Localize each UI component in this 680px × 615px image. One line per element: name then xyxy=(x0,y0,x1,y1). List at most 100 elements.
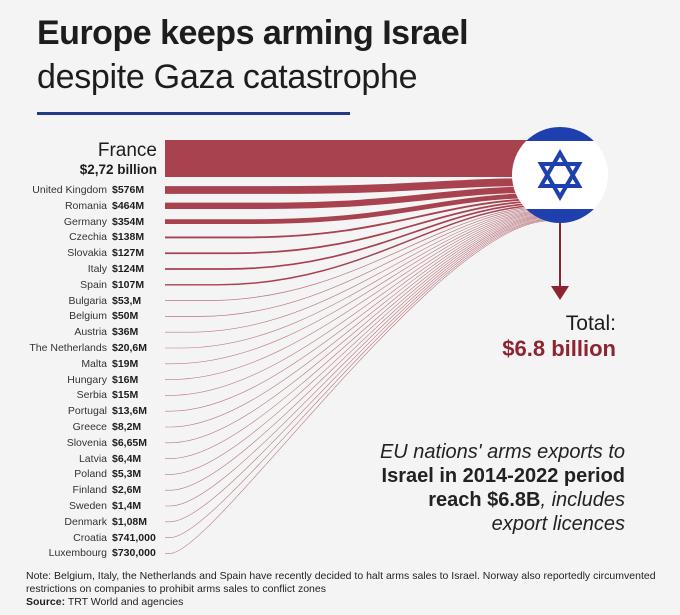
country-name: The Netherlands xyxy=(29,342,107,354)
flow-denmark xyxy=(165,218,551,523)
country-row: Poland $5,3M xyxy=(0,467,162,481)
description-bold: reach $6.8B xyxy=(428,489,541,511)
country-row: Czechia $138M xyxy=(0,230,162,244)
country-row: Serbia $15M xyxy=(0,388,162,402)
country-row: Latvia $6,4M xyxy=(0,452,162,466)
country-name: Serbia xyxy=(76,389,107,402)
country-value: $107M xyxy=(112,278,145,291)
flow-germany xyxy=(165,192,551,225)
title-underline xyxy=(37,112,350,115)
country-row: Bulgaria $53,M xyxy=(0,294,162,308)
country-value: $1,4M xyxy=(112,500,142,512)
flow-united-kingdom xyxy=(165,178,551,194)
country-name: Romania xyxy=(64,199,107,212)
country-row: Austria $36M xyxy=(0,325,162,339)
country-name: Malta xyxy=(81,357,107,370)
flow-portugal xyxy=(165,212,551,412)
country-name: Slovenia xyxy=(66,436,107,449)
country-value: $19M xyxy=(112,357,139,370)
country-value: $464M xyxy=(112,199,145,212)
flow-luxembourg xyxy=(165,220,551,554)
country-row: United Kingdom $576M xyxy=(0,183,162,197)
source-text: TRT World and agencies xyxy=(65,596,184,608)
country-value: $2,6M xyxy=(112,484,142,497)
country-row: Croatia $741,000 xyxy=(0,531,162,545)
description-line: export licences xyxy=(491,513,625,535)
country-name: France xyxy=(97,140,157,161)
country-name: Hungary xyxy=(67,373,107,386)
country-value: $53,M xyxy=(112,294,142,307)
flow-spain xyxy=(165,204,551,286)
country-row: Romania $464M xyxy=(0,199,162,213)
france-label: France $2,72 billion xyxy=(80,141,157,179)
flow-serbia xyxy=(165,211,551,396)
country-value: $36M xyxy=(112,326,139,339)
description-text: , includes xyxy=(540,489,626,511)
country-name: Germany xyxy=(63,215,107,228)
description-line: EU nations' arms exports to xyxy=(379,441,625,463)
country-value: $8,2M xyxy=(112,421,142,433)
country-row: Finland $2,6M xyxy=(0,483,162,497)
title-line-2: despite Gaza catastrophe xyxy=(37,58,418,96)
israel-flag-icon xyxy=(512,127,608,223)
flow-finland xyxy=(165,216,551,491)
flow-austria xyxy=(165,207,551,333)
country-row: Malta $19M xyxy=(0,357,162,371)
country-value: $138M xyxy=(112,231,145,244)
total: Total: $6.8 billion xyxy=(502,312,616,362)
flow-the-netherlands xyxy=(165,208,551,349)
country-value: $2,72 billion xyxy=(79,162,157,177)
country-value: $576M xyxy=(112,184,145,196)
description: EU nations' arms exports to Israel in 20… xyxy=(380,440,625,536)
footnote: Note: Belgium, Italy, the Netherlands an… xyxy=(26,570,666,609)
country-value: $15M xyxy=(112,389,139,402)
country-row: Hungary $16M xyxy=(0,373,162,387)
country-value: $354M xyxy=(112,215,145,228)
country-name: Poland xyxy=(74,468,107,481)
country-name: Czechia xyxy=(69,231,107,244)
country-value: $730,000 xyxy=(112,547,156,560)
note-text: Note: Belgium, Italy, the Netherlands an… xyxy=(26,570,656,595)
country-row: The Netherlands $20,6M xyxy=(0,341,162,355)
flow-latvia xyxy=(165,215,551,459)
country-value: $1,08M xyxy=(112,515,148,528)
country-name: Luxembourg xyxy=(48,547,107,560)
flow-poland xyxy=(165,215,551,475)
arrow-down-icon xyxy=(551,286,569,300)
country-value: $13,6M xyxy=(112,405,148,418)
country-row: Italy $124M xyxy=(0,262,162,276)
country-row: Luxembourg $730,000 xyxy=(0,546,162,560)
country-row: Spain $107M xyxy=(0,278,162,292)
country-name: Greece xyxy=(72,421,107,433)
country-row: Slovakia $127M xyxy=(0,246,162,260)
country-row: Germany $354M xyxy=(0,215,162,229)
country-name: Croatia xyxy=(73,531,107,544)
country-name: United Kingdom xyxy=(32,184,107,196)
flow-italy xyxy=(165,202,551,270)
country-name: Belgium xyxy=(69,310,107,323)
country-name: Denmark xyxy=(64,515,107,528)
flow-malta xyxy=(165,209,551,365)
country-name: Bulgaria xyxy=(68,294,107,307)
flow-france xyxy=(165,140,560,177)
country-name: Finland xyxy=(72,484,107,497)
country-row: Slovenia $6,65M xyxy=(0,436,162,450)
source-label: Source: xyxy=(26,596,66,608)
country-name: Austria xyxy=(74,326,107,339)
country-name: Italy xyxy=(87,263,107,275)
country-value: $6,4M xyxy=(112,452,142,465)
flow-greece xyxy=(165,213,551,428)
flow-slovenia xyxy=(165,214,551,444)
flow-croatia xyxy=(165,219,551,538)
country-row: Sweden $1,4M xyxy=(0,499,162,513)
country-row: Denmark $1,08M xyxy=(0,515,162,529)
country-value: $16M xyxy=(112,373,139,386)
country-value: $741,000 xyxy=(112,531,156,544)
country-name: Latvia xyxy=(78,452,107,465)
country-name: Spain xyxy=(80,278,107,291)
flow-belgium xyxy=(165,206,551,317)
country-value: $20,6M xyxy=(112,342,148,354)
flow-romania xyxy=(165,186,551,209)
country-name: Portugal xyxy=(67,405,107,418)
country-row: Belgium $50M xyxy=(0,309,162,323)
